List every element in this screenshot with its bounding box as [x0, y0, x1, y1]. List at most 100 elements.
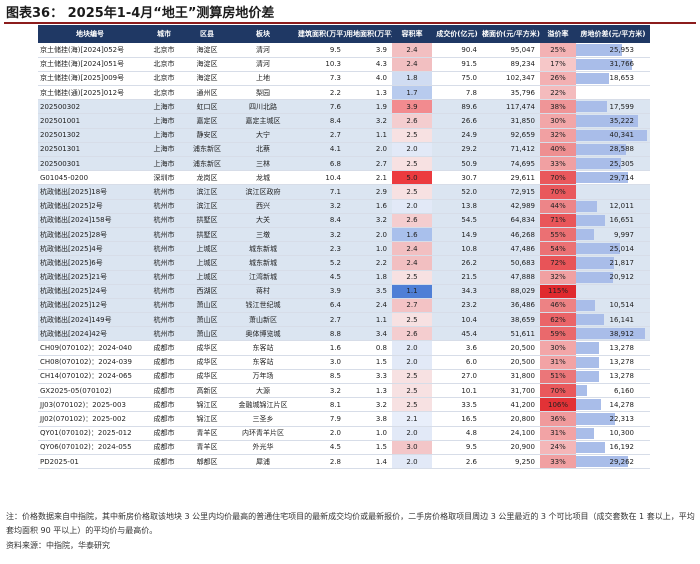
cell-floor-price: 20,800 [482, 411, 540, 427]
cell-price-total: 6.0 [432, 355, 482, 370]
cell-plot-id: 杭政储出[2025]28号 [38, 227, 142, 243]
table-row: 杭政储出[2025]4号 杭州市 上城区 城东新城 2.3 1.0 2.4 10.8 47,48… [38, 241, 650, 257]
cell-far: 2.0 [392, 454, 432, 470]
cell-far: 5.0 [392, 170, 432, 186]
cell-premium: 55% [540, 227, 576, 243]
cell-premium: 40% [540, 142, 576, 158]
cell-plot-id: 京土储挂(通)[2025]012号 [38, 85, 142, 101]
source-note: 资料来源：中指院，华泰研究 [6, 541, 110, 550]
table-row: CH09(070102)：2024-040 成都市 成华区 东客站 1.6 0.8 2.0 3… [38, 340, 650, 356]
cell-price-diff: 28,588 [576, 142, 650, 158]
cell-price-total: 9.5 [432, 440, 482, 455]
cell-plot-id: 202500302 [38, 99, 142, 115]
cell-plot-id: 杭政储出[2025]12号 [38, 298, 142, 314]
cell-city: 成都市 [142, 369, 186, 385]
cell-plot-id: 202500301 [38, 156, 142, 172]
price-diff-bar [576, 328, 645, 340]
cell-district: 静安区 [186, 128, 228, 143]
table-row: 京土储挂(海)[2024]052号 北京市 海淀区 清河 9.5 3.9 2.4 90.4 95… [38, 43, 650, 58]
cell-floor-price: 117,474 [482, 99, 540, 115]
cell-price-total: 54.5 [432, 213, 482, 228]
header-building-area: 建筑面积(万平方米) [298, 25, 346, 43]
cell-premium: 24% [540, 440, 576, 455]
price-diff-value: 9,997 [613, 230, 634, 239]
cell-block: 萧山新区 [228, 312, 298, 328]
cell-block: 滨江区政府 [228, 184, 298, 200]
cell-building-area: 8.4 [298, 113, 346, 129]
cell-price-diff [576, 284, 650, 299]
cell-premium: 32% [540, 270, 576, 285]
cell-plot-id: GX2025-05(070102) [38, 383, 142, 399]
cell-premium: 71% [540, 213, 576, 228]
cell-district: 成华区 [186, 355, 228, 370]
cell-far: 2.5 [392, 184, 432, 200]
cell-block: 金融城锦江片区 [228, 397, 298, 413]
price-diff-bar [576, 271, 613, 283]
cell-plot-id: 杭政储出[2024]42号 [38, 326, 142, 342]
cell-price-diff: 38,912 [576, 326, 650, 342]
price-diff-value: 25,953 [609, 45, 635, 54]
price-diff-bar [576, 172, 629, 184]
header-premium: 溢价率 [540, 25, 576, 43]
price-diff-bar [576, 314, 605, 326]
cell-building-area: 7.3 [298, 71, 346, 87]
cell-land-area: 3.2 [346, 213, 392, 228]
cell-floor-price: 47,888 [482, 270, 540, 285]
cell-premium: 33% [540, 156, 576, 172]
cell-building-area: 10.4 [298, 170, 346, 186]
cell-land-area: 1.8 [346, 270, 392, 285]
cell-premium: 70% [540, 170, 576, 186]
cell-price-total: 16.5 [432, 411, 482, 427]
cell-price-total: 24.9 [432, 128, 482, 143]
cell-floor-price: 31,700 [482, 383, 540, 399]
cell-floor-price: 35,796 [482, 85, 540, 101]
cell-plot-id: 京土储挂(海)[2025]009号 [38, 71, 142, 87]
price-diff-value: 29,262 [609, 457, 635, 466]
cell-land-area: 3.3 [346, 369, 392, 385]
price-diff-value: 10,514 [609, 301, 635, 310]
cell-district: 海淀区 [186, 71, 228, 87]
cell-building-area: 3.0 [298, 355, 346, 370]
cell-far: 2.0 [392, 340, 432, 356]
header-far: 容积率 [392, 25, 432, 43]
cell-premium: 22% [540, 85, 576, 101]
cell-building-area: 2.7 [298, 128, 346, 143]
cell-premium: 46% [540, 298, 576, 314]
cell-block: 三圣乡 [228, 411, 298, 427]
cell-plot-id: CH09(070102)：2024-040 [38, 340, 142, 356]
header-city: 城市 [142, 25, 186, 43]
price-diff-bar [576, 200, 598, 212]
cell-plot-id: 杭政储出[2024]158号 [38, 213, 142, 228]
cell-plot-id: 京土储挂(海)[2024]051号 [38, 57, 142, 72]
cell-plot-id: 京土储挂(海)[2024]052号 [38, 43, 142, 58]
price-diff-bar [576, 214, 606, 226]
cell-building-area: 2.2 [298, 85, 346, 101]
cell-city: 杭州市 [142, 213, 186, 228]
table-row: 京土储挂(海)[2025]009号 北京市 海淀区 上地 7.3 4.0 1.8 75.0 10… [38, 71, 650, 87]
table-row: PD2025-01 成都市 郫都区 犀浦 2.8 1.4 2.0 2.6 9,250 33% 29,… [38, 454, 650, 470]
cell-plot-id: QY06(070102)：2024-055 [38, 440, 142, 455]
cell-price-diff: 29,714 [576, 170, 650, 186]
price-diff-bar [576, 342, 600, 354]
cell-building-area: 10.3 [298, 57, 346, 72]
cell-district: 成华区 [186, 340, 228, 356]
cell-block: 龙城 [228, 170, 298, 186]
cell-floor-price: 89,234 [482, 57, 540, 72]
price-diff-bar [576, 455, 628, 468]
cell-plot-id: 杭政储出[2025]24号 [38, 284, 142, 299]
header-district: 区县 [186, 25, 228, 43]
cell-city: 成都市 [142, 454, 186, 470]
cell-price-diff: 9,997 [576, 227, 650, 243]
cell-plot-id: 202501001 [38, 113, 142, 129]
cell-district: 虹口区 [186, 99, 228, 115]
cell-city: 杭州市 [142, 298, 186, 314]
cell-plot-id: CH14(070102)：2024-065 [38, 369, 142, 385]
table-body: 京土储挂(海)[2024]052号 北京市 海淀区 清河 9.5 3.9 2.4 90.4 95… [38, 43, 650, 470]
cell-price-total: 2.6 [432, 454, 482, 470]
cell-price-total: 7.8 [432, 85, 482, 101]
cell-far: 2.0 [392, 355, 432, 370]
cell-building-area: 6.4 [298, 298, 346, 314]
table-row: 京土储挂(海)[2024]051号 北京市 海淀区 清河 10.3 4.3 2.4 91.5 8… [38, 57, 650, 72]
cell-price-diff: 31,766 [576, 57, 650, 72]
price-diff-bar [576, 257, 615, 269]
